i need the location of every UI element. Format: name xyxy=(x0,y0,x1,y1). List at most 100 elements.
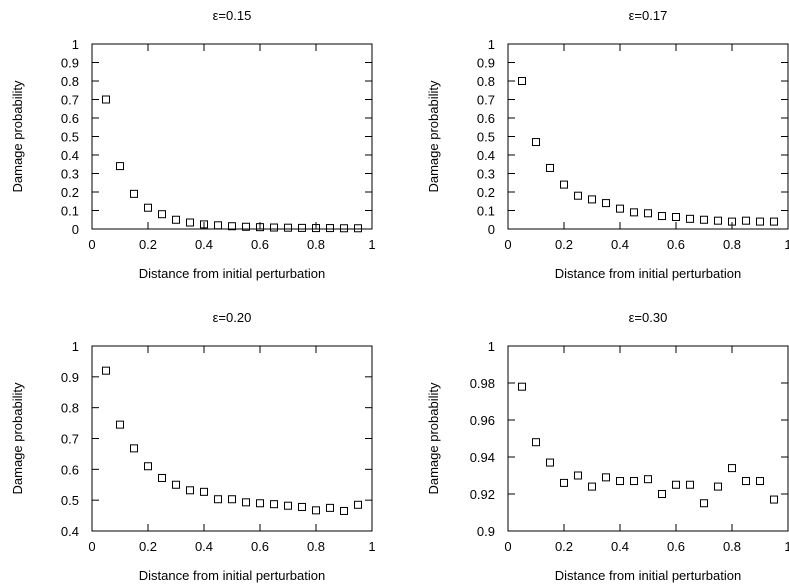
data-point xyxy=(644,475,652,484)
x-tick-label: 1 xyxy=(368,539,375,554)
y-tick-label: 0.94 xyxy=(470,450,495,465)
x-tick-label: 0.8 xyxy=(723,539,741,554)
data-point xyxy=(102,366,110,375)
data-point xyxy=(186,486,194,495)
data-point xyxy=(214,495,222,504)
data-point xyxy=(672,212,680,221)
data-point xyxy=(200,220,208,229)
data-point xyxy=(116,420,124,429)
data-point xyxy=(560,180,568,189)
data-point xyxy=(700,215,708,224)
y-tick-label: 0.4 xyxy=(61,524,79,539)
plot-frame xyxy=(507,345,789,532)
data-point xyxy=(630,208,638,217)
x-tick-label: 0.2 xyxy=(555,237,573,252)
data-point xyxy=(630,477,638,486)
x-tick-label: 0.2 xyxy=(139,237,157,252)
y-tick-label: 0.6 xyxy=(61,111,79,126)
y-tick-label: 0.3 xyxy=(477,167,495,182)
x-tick-label: 0.8 xyxy=(307,237,325,252)
y-tick-label: 0.1 xyxy=(61,204,79,219)
data-point xyxy=(298,223,306,232)
data-point xyxy=(312,224,320,233)
x-tick-label: 0.6 xyxy=(667,539,685,554)
data-point xyxy=(270,500,278,509)
data-point xyxy=(616,477,624,486)
data-point xyxy=(270,223,278,232)
y-tick-label: 0.1 xyxy=(477,204,495,219)
y-tick-label: 0.3 xyxy=(61,167,79,182)
data-point xyxy=(228,222,236,231)
y-tick-label: 0.2 xyxy=(61,185,79,200)
data-point xyxy=(130,189,138,198)
data-point xyxy=(256,223,264,232)
x-tick-label: 0.4 xyxy=(195,237,213,252)
data-point xyxy=(102,95,110,104)
x-tick-label: 0 xyxy=(504,237,511,252)
x-axis-label: Distance from initial perturbation xyxy=(555,266,741,281)
y-tick-label: 0.7 xyxy=(61,432,79,447)
data-point xyxy=(200,487,208,496)
data-point xyxy=(588,195,596,204)
data-point xyxy=(172,480,180,489)
data-point xyxy=(714,216,722,225)
data-point xyxy=(340,224,348,233)
x-tick-label: 0.6 xyxy=(251,539,269,554)
y-tick-label: 0.6 xyxy=(477,111,495,126)
data-point xyxy=(728,464,736,473)
data-point xyxy=(742,477,750,486)
data-point xyxy=(602,199,610,208)
data-point xyxy=(242,498,250,507)
y-tick-label: 1 xyxy=(488,339,495,354)
x-tick-label: 0 xyxy=(88,539,95,554)
y-tick-label: 0.2 xyxy=(477,185,495,200)
x-tick-label: 0.2 xyxy=(139,539,157,554)
data-point xyxy=(186,218,194,227)
data-point xyxy=(214,221,222,230)
data-point xyxy=(284,223,292,232)
data-point xyxy=(770,495,778,504)
panel-title: ε=0.20 xyxy=(213,310,252,325)
data-point xyxy=(284,501,292,510)
x-axis-label: Distance from initial perturbation xyxy=(139,266,325,281)
data-point xyxy=(672,480,680,489)
data-point xyxy=(354,500,362,509)
x-tick-label: 0.8 xyxy=(307,539,325,554)
panel-title: ε=0.15 xyxy=(213,8,252,23)
data-point xyxy=(518,382,526,391)
plot-frame xyxy=(91,345,373,532)
x-tick-label: 0.4 xyxy=(195,539,213,554)
data-point xyxy=(546,458,554,467)
data-point xyxy=(242,222,250,231)
data-point xyxy=(658,490,666,498)
x-tick-label: 0.4 xyxy=(611,539,629,554)
data-point xyxy=(532,138,540,147)
data-point xyxy=(354,224,362,233)
x-tick-label: 0.2 xyxy=(555,539,573,554)
y-tick-label: 0.98 xyxy=(470,376,495,391)
data-point xyxy=(340,506,348,515)
x-tick-label: 0.8 xyxy=(723,237,741,252)
data-point xyxy=(158,210,166,219)
panel-title: ε=0.30 xyxy=(629,310,668,325)
y-axis-label: Damage probability xyxy=(426,80,441,193)
data-point xyxy=(172,215,180,224)
y-axis-label: Damage probability xyxy=(10,80,25,193)
y-tick-label: 0.6 xyxy=(61,462,79,477)
panel-eps-020: ε=0.20 0 0.2 0.4 0.6 0.8 1 0.4 0.5 0.6 0.7 0.8 0.9 1 D… xyxy=(10,310,376,583)
data-point xyxy=(326,503,334,512)
y-axis-label: Damage probability xyxy=(426,382,441,495)
y-axis-label: Damage probability xyxy=(10,382,25,495)
y-tick-label: 1 xyxy=(488,37,495,52)
x-tick-label: 0.6 xyxy=(251,237,269,252)
data-point xyxy=(228,495,236,504)
y-tick-label: 0.5 xyxy=(61,130,79,145)
y-tick-label: 0.92 xyxy=(470,487,495,502)
data-point xyxy=(560,478,568,487)
data-point xyxy=(158,473,166,482)
y-tick-label: 0.4 xyxy=(477,148,495,163)
data-point xyxy=(574,471,582,480)
panel-eps-030: ε=0.30 0 0.2 0.4 0.6 0.8 1 0.9 0.92 0.94 0.96 0.98 1… xyxy=(426,310,789,583)
y-tick-label: 0.8 xyxy=(61,74,79,89)
